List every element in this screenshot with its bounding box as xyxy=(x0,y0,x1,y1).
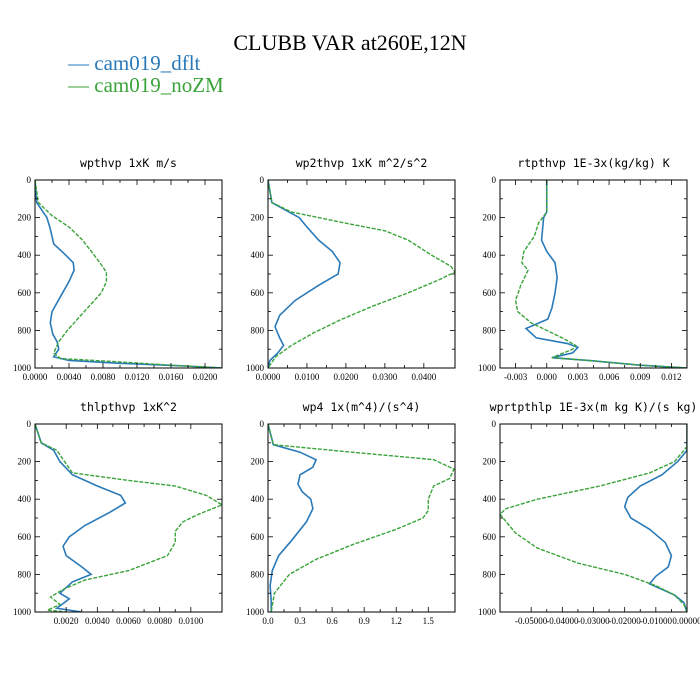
y-tick-label: 800 xyxy=(251,569,265,579)
y-tick-label: 600 xyxy=(483,288,497,298)
series-line-nozm xyxy=(268,424,455,612)
y-tick-label: 0 xyxy=(27,175,32,185)
y-tick-label: 600 xyxy=(483,532,497,542)
x-tick-label: 0.0080 xyxy=(91,372,116,382)
panel-title: rtpthvp 1E-3x(kg/kg) K xyxy=(517,156,669,170)
y-tick-label: 400 xyxy=(18,494,32,504)
y-tick-label: 200 xyxy=(483,457,497,467)
x-tick-label: 0.0000 xyxy=(256,372,281,382)
panel-4: thlpthvp 1xK^2 0 200 400 600 800 1000 0.0020 0.0… xyxy=(13,400,223,626)
figure-title: CLUBB VAR at260E,12N xyxy=(233,30,466,55)
y-tick-label: 1000 xyxy=(478,607,497,617)
x-tick-label: 1.5 xyxy=(423,616,435,626)
x-tick-label: -0.05000 xyxy=(515,616,548,626)
x-tick-label: 0.00000 xyxy=(672,616,700,626)
panel-title: wp4 1x(m^4)/(s^4) xyxy=(303,400,421,414)
y-tick-label: 200 xyxy=(251,213,265,223)
panel-title: wprtpthlp 1E-3x(m kg K)/(s kg) xyxy=(490,400,698,414)
y-tick-label: 400 xyxy=(483,494,497,504)
panel-title: thlpthvp 1xK^2 xyxy=(80,400,177,414)
y-tick-label: 400 xyxy=(483,250,497,260)
y-tick-label: 1000 xyxy=(13,607,32,617)
series-line-dflt xyxy=(268,424,318,612)
x-tick-label: 0.0040 xyxy=(85,616,110,626)
x-tick-label: -0.003 xyxy=(504,372,528,382)
y-tick-label: 200 xyxy=(18,213,32,223)
panel-3: rtpthvp 1E-3x(kg/kg) K 0 200 400 600 800 1000-… xyxy=(478,156,688,382)
y-tick-label: 0 xyxy=(492,419,497,429)
x-tick-label: -0.03000 xyxy=(577,616,610,626)
x-tick-label: 0.6 xyxy=(326,616,338,626)
x-tick-label: 0.009 xyxy=(630,372,651,382)
panel-title: wpthvp 1xK m/s xyxy=(80,156,177,170)
series-line-nozm xyxy=(500,424,687,612)
y-tick-label: 1000 xyxy=(478,363,497,373)
y-tick-label: 800 xyxy=(483,325,497,335)
x-tick-label: -0.04000 xyxy=(546,616,579,626)
x-tick-label: 0.003 xyxy=(568,372,589,382)
panel-6: wprtpthlp 1E-3x(m kg K)/(s kg) 0 200 400 600… xyxy=(478,400,700,626)
x-tick-label: 0.012 xyxy=(661,372,681,382)
x-tick-label: 0.0060 xyxy=(116,616,141,626)
y-tick-label: 200 xyxy=(18,457,32,467)
y-tick-label: 600 xyxy=(251,288,265,298)
x-tick-label: 0.0040 xyxy=(57,372,82,382)
legend-entry-nozm: — cam019_noZM xyxy=(67,73,224,97)
series-line-nozm xyxy=(35,424,222,612)
x-tick-label: 0.0160 xyxy=(159,372,184,382)
y-tick-label: 0 xyxy=(492,175,497,185)
x-tick-label: 0.006 xyxy=(599,372,620,382)
y-tick-label: 200 xyxy=(483,213,497,223)
x-tick-label: 0.9 xyxy=(359,616,371,626)
x-tick-label: 0.3 xyxy=(294,616,306,626)
x-tick-label: 0.0080 xyxy=(147,616,172,626)
y-tick-label: 800 xyxy=(18,569,32,579)
y-tick-label: 800 xyxy=(18,325,32,335)
panel-title: wp2thvp 1xK m^2/s^2 xyxy=(296,156,428,170)
x-tick-label: 0.000 xyxy=(537,372,558,382)
x-tick-label: 0.0300 xyxy=(373,372,398,382)
x-tick-label: 0.0200 xyxy=(193,372,218,382)
y-tick-label: 400 xyxy=(18,250,32,260)
x-tick-label: 0.0100 xyxy=(178,616,203,626)
legend-entry-dflt: — cam019_dflt xyxy=(67,51,201,75)
y-tick-label: 400 xyxy=(251,494,265,504)
x-tick-label: 0.0 xyxy=(262,616,274,626)
x-tick-label: 0.0020 xyxy=(54,616,79,626)
x-tick-label: 1.2 xyxy=(391,616,402,626)
y-tick-label: 1000 xyxy=(13,363,32,373)
y-tick-label: 800 xyxy=(483,569,497,579)
y-tick-label: 0 xyxy=(260,175,265,185)
y-tick-label: 200 xyxy=(251,457,265,467)
x-tick-label: -0.01000 xyxy=(640,616,673,626)
y-tick-label: 600 xyxy=(251,532,265,542)
y-tick-label: 400 xyxy=(251,250,265,260)
y-tick-label: 0 xyxy=(260,419,265,429)
series-line-nozm xyxy=(35,180,222,368)
series-line-nozm xyxy=(514,180,687,368)
x-tick-label: 0.0200 xyxy=(334,372,359,382)
x-tick-label: 0.0000 xyxy=(23,372,48,382)
y-tick-label: 800 xyxy=(251,325,265,335)
x-tick-label: 0.0400 xyxy=(411,372,436,382)
y-tick-label: 0 xyxy=(27,419,32,429)
series-line-dflt xyxy=(268,180,341,368)
y-tick-label: 1000 xyxy=(246,363,265,373)
y-tick-label: 1000 xyxy=(246,607,265,617)
y-tick-label: 600 xyxy=(18,532,32,542)
y-tick-label: 600 xyxy=(18,288,32,298)
x-tick-label: 0.0120 xyxy=(125,372,150,382)
series-line-dflt xyxy=(35,424,127,612)
x-tick-label: -0.02000 xyxy=(609,616,642,626)
x-tick-label: 0.0100 xyxy=(295,372,320,382)
panel-2: wp2thvp 1xK m^2/s^2 0 200 400 600 800 10000.00… xyxy=(246,156,456,382)
